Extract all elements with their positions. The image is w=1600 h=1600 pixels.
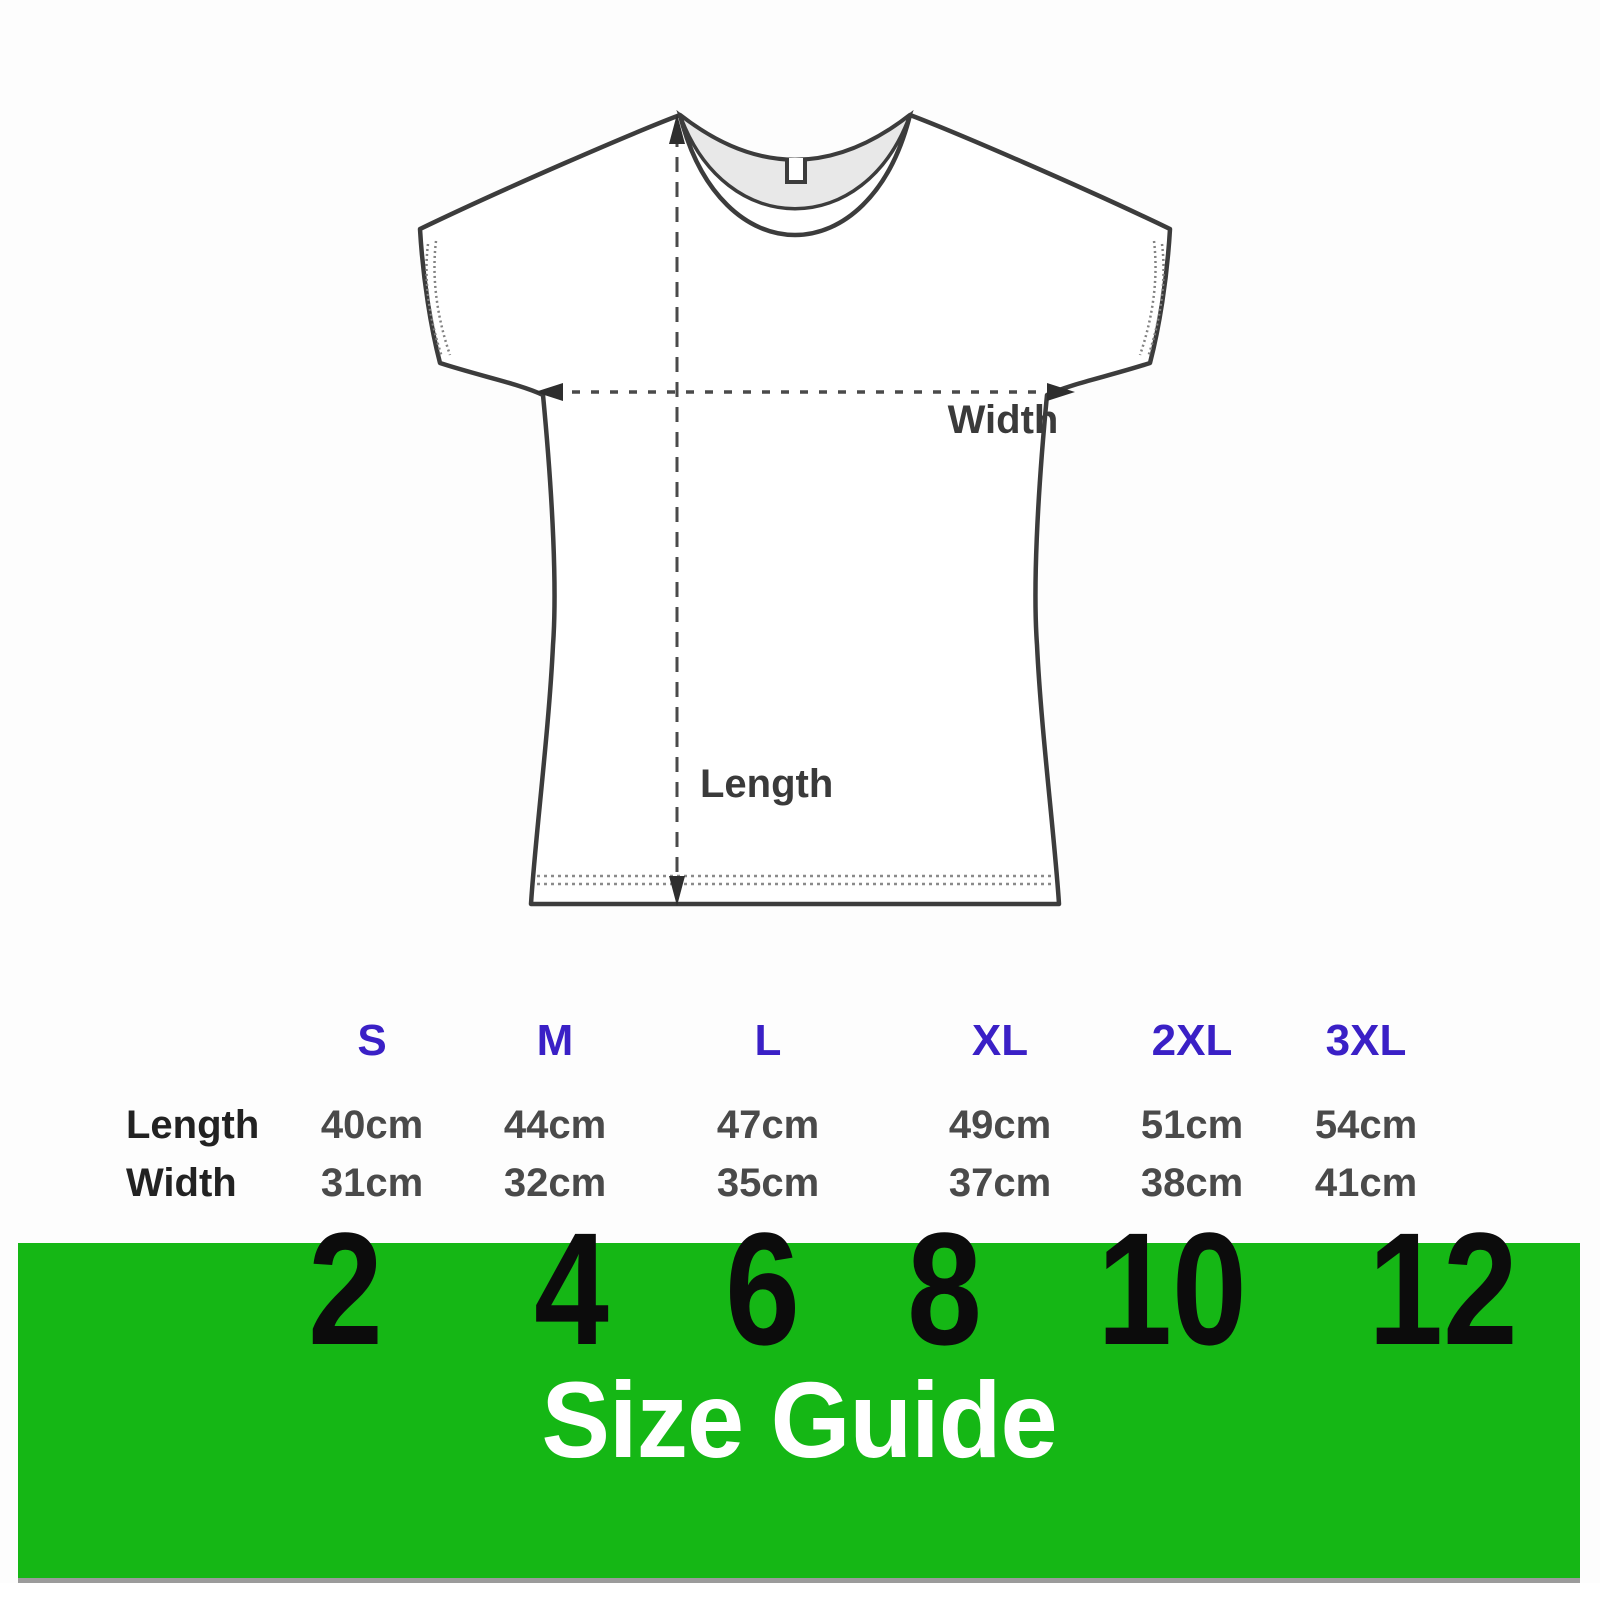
length-value-3xl: 54cm <box>1314 1103 1418 1147</box>
arrow-right-icon <box>1047 383 1075 401</box>
hem-stitching <box>537 874 1053 886</box>
width-value-m: 32cm <box>503 1161 607 1205</box>
width-value-xl: 37cm <box>948 1161 1052 1205</box>
length-value-xl: 49cm <box>948 1103 1052 1147</box>
tshirt-diagram <box>417 109 1173 907</box>
collar-front-neckline <box>677 114 913 238</box>
width-value-2xl: 38cm <box>1140 1161 1244 1205</box>
arrow-up-icon <box>669 114 685 144</box>
length-value-m: 44cm <box>503 1103 607 1147</box>
size-header-2xl: 2XL <box>1151 1016 1233 1065</box>
width-row-label: Width <box>126 1161 237 1205</box>
width-value-l: 35cm <box>716 1161 820 1205</box>
width-measure-label: Width <box>947 398 1059 442</box>
length-value-l: 47cm <box>716 1103 820 1147</box>
length-arrow-line <box>669 114 685 906</box>
banner-number-2: 2 <box>307 1199 383 1378</box>
banner-number-8: 8 <box>906 1199 982 1378</box>
banner-number-6: 6 <box>724 1199 800 1378</box>
banner-title: Size Guide <box>541 1359 1057 1480</box>
banner-number-4: 4 <box>533 1199 609 1378</box>
banner-number-10: 10 <box>1097 1199 1247 1378</box>
size-header-m: M <box>536 1016 574 1065</box>
length-value-s: 40cm <box>320 1103 424 1147</box>
size-guide-banner <box>18 1243 1580 1583</box>
arrow-down-icon <box>669 876 685 906</box>
size-header-3xl: 3XL <box>1325 1016 1407 1065</box>
sleeve-stitching <box>425 240 1165 358</box>
length-measure-label: Length <box>700 762 834 806</box>
width-value-s: 31cm <box>320 1161 424 1205</box>
bottom-white-strip <box>0 1583 1600 1600</box>
width-arrow-line <box>535 383 1075 401</box>
width-value-3xl: 41cm <box>1314 1161 1418 1205</box>
size-header-s: S <box>357 1016 387 1065</box>
banner-number-12: 12 <box>1368 1199 1518 1378</box>
neck-tag <box>785 158 807 184</box>
size-header-xl: XL <box>971 1016 1029 1065</box>
size-header-l: L <box>754 1016 782 1065</box>
arrow-left-icon <box>535 383 563 401</box>
length-row-label: Length <box>126 1103 260 1147</box>
length-value-2xl: 51cm <box>1140 1103 1244 1147</box>
tshirt-outline <box>417 112 1173 907</box>
